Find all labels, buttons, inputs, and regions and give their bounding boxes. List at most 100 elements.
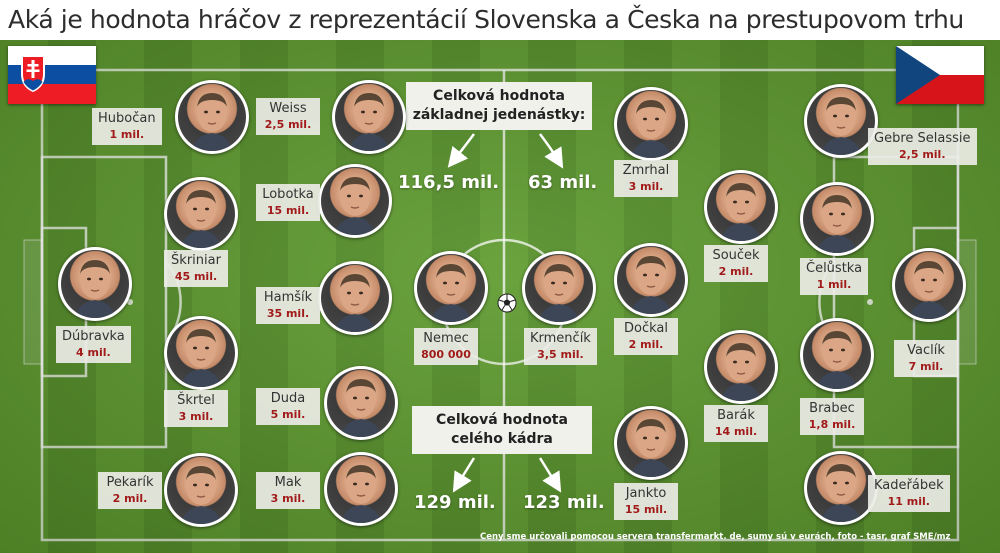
player-value: 15 mil. — [624, 503, 668, 516]
starting-total-cze: 63 mil. — [528, 172, 598, 193]
player-name: Dúbravka — [62, 329, 125, 344]
player-photo-icon — [164, 177, 238, 251]
player-tag: Čelůstka 1 mil. — [800, 258, 869, 295]
player-value: 7 mil. — [908, 360, 944, 373]
player-value: 14 mil. — [714, 425, 758, 438]
player-name: Jankto — [625, 486, 667, 501]
player-tag: Gebre Selassie 2,5 mil. — [868, 128, 977, 165]
player-photo-icon — [614, 406, 688, 480]
football-icon — [497, 293, 517, 313]
player-value: 1 mil. — [109, 128, 145, 141]
squad-label: Celková hodnota celého kádra — [436, 412, 568, 447]
player-name: Barák — [717, 408, 755, 423]
player-name: Pekarík — [106, 475, 154, 490]
player-name: Mak — [274, 475, 302, 490]
player-tag: Barák 14 mil. — [704, 405, 768, 442]
player-name: Hamšík — [263, 290, 313, 305]
player-value: 3 mil. — [270, 492, 306, 505]
player-photo-icon — [164, 453, 238, 527]
player-tag: Krmenčík 3,5 mil. — [524, 328, 597, 365]
player-photo-icon — [318, 261, 392, 335]
player-name: Čelůstka — [806, 261, 863, 276]
player-name: Dočkal — [624, 321, 668, 336]
player-photo-icon — [804, 84, 878, 158]
squad-total-svk: 129 mil. — [414, 492, 496, 513]
player-tag: Weiss 2,5 mil. — [256, 98, 320, 135]
player-tag: Kadeřábek 11 mil. — [868, 475, 950, 512]
player-photo-icon — [800, 182, 874, 256]
czech-flag-icon — [896, 46, 984, 104]
player-tag: Pekarík 2 mil. — [98, 472, 162, 509]
player-value: 11 mil. — [887, 495, 930, 508]
squad-value-box: Celková hodnota celého kádra — [412, 406, 592, 454]
source-footnote: Ceny sme určovali pomocou servera transf… — [480, 532, 951, 542]
player-tag: Dočkal 2 mil. — [614, 318, 678, 355]
player-photo-icon — [804, 451, 878, 525]
player-name: Vaclík — [907, 343, 945, 358]
player-name: Zmrhal — [622, 163, 670, 178]
player-tag: Jankto 15 mil. — [614, 483, 678, 520]
player-photo-icon — [332, 80, 406, 154]
player-photo-icon — [704, 170, 778, 244]
player-photo-icon — [318, 164, 392, 238]
player-tag: Duda 5 mil. — [256, 388, 320, 425]
player-tag: Škrtel 3 mil. — [164, 390, 228, 427]
player-tag: Brabec 1,8 mil. — [800, 398, 864, 435]
player-name: Lobotka — [262, 187, 314, 202]
player-photo-icon — [58, 247, 132, 321]
player-photo-icon — [324, 366, 398, 440]
arrow-squad-svk — [452, 457, 476, 493]
squad-total-cze: 123 mil. — [523, 492, 605, 513]
player-photo-icon — [164, 316, 238, 390]
player-value: 1,8 mil. — [808, 418, 856, 431]
player-value: 45 mil. — [174, 270, 218, 283]
player-value: 2,5 mil. — [899, 148, 946, 161]
player-name: Nemec — [423, 331, 469, 346]
player-value: 800 000 — [421, 348, 471, 361]
player-value: 5 mil. — [270, 408, 306, 421]
player-name: Škrtel — [177, 393, 215, 408]
player-name: Hubočan — [98, 111, 156, 126]
player-photo-icon — [800, 318, 874, 392]
pitch-lines — [23, 68, 977, 542]
page-title: Aká je hodnota hráčov z reprezentácií Sl… — [8, 5, 964, 34]
player-tag: Škriniar 45 mil. — [164, 250, 228, 287]
slovakia-flag-icon — [8, 46, 96, 104]
player-name: Souček — [712, 248, 760, 263]
player-value: 2 mil. — [718, 265, 754, 278]
player-name: Gebre Selassie — [874, 131, 971, 146]
player-value: 4 mil. — [76, 346, 111, 359]
player-value: 3,5 mil. — [537, 348, 584, 361]
player-tag: Dúbravka 4 mil. — [56, 326, 131, 363]
player-name: Brabec — [809, 401, 855, 416]
player-value: 15 mil. — [266, 204, 310, 217]
player-name: Duda — [270, 391, 306, 406]
player-photo-icon — [614, 87, 688, 161]
player-photo-icon — [324, 452, 398, 526]
player-photo-icon — [892, 248, 966, 322]
arrow-starting-cze — [538, 133, 564, 169]
starting-eleven-value-box: Celková hodnota základnej jedenástky: — [406, 82, 592, 130]
player-name: Škriniar — [171, 253, 221, 268]
player-value: 3 mil. — [628, 180, 664, 193]
player-tag: Souček 2 mil. — [704, 245, 768, 282]
player-value: 3 mil. — [178, 410, 214, 423]
player-value: 35 mil. — [266, 307, 310, 320]
player-tag: Nemec 800 000 — [414, 328, 478, 365]
player-photo-icon — [704, 330, 778, 404]
player-tag: Lobotka 15 mil. — [256, 184, 320, 221]
player-photo-icon — [414, 251, 488, 325]
arrow-squad-cze — [538, 457, 562, 493]
starting-total-svk: 116,5 mil. — [398, 172, 500, 193]
player-photo-icon — [522, 251, 596, 325]
player-value: 2 mil. — [112, 492, 148, 505]
player-name: Kadeřábek — [874, 478, 944, 493]
player-value: 1 mil. — [816, 278, 852, 291]
arrow-starting-svk — [447, 133, 475, 168]
player-photo-icon — [614, 243, 688, 317]
player-tag: Hubočan 1 mil. — [92, 108, 162, 145]
player-tag: Mak 3 mil. — [256, 472, 320, 509]
player-name: Weiss — [269, 101, 307, 116]
player-value: 2,5 mil. — [264, 118, 312, 131]
